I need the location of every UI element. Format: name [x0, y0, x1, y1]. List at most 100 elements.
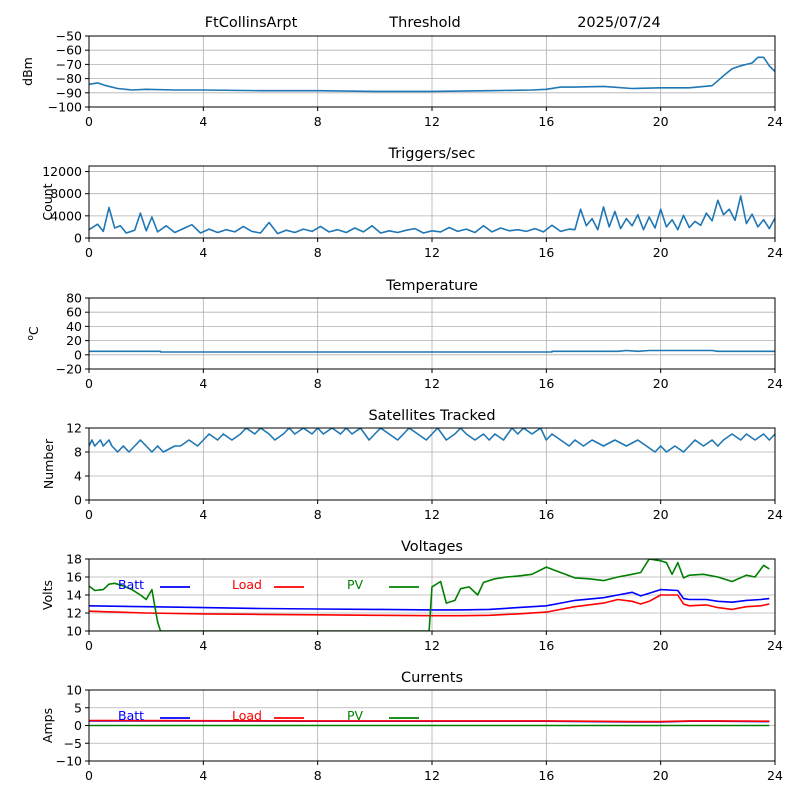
y-tick-label: 12000: [42, 164, 82, 179]
panel-2: 0 4 8 12 16 20 24 0 4000 8000 12000 Triggers/sec Cou…: [40, 146, 783, 260]
series-line-1: [89, 195, 775, 235]
y-tick-label: 80: [66, 291, 82, 306]
threshold-title: Threshold: [388, 15, 460, 31]
series-line-pv: [89, 559, 770, 631]
y-tick-label: −20: [56, 362, 82, 377]
y-tick-label: −100: [48, 100, 82, 115]
x-tick-label: 4: [199, 245, 207, 260]
y-axis-label: Volts: [40, 580, 55, 610]
y-tick-label: 5: [74, 700, 82, 715]
x-tick-label: 12: [424, 507, 440, 522]
x-tick-label: 8: [314, 638, 322, 653]
panel-title: Triggers/sec: [388, 146, 476, 162]
legend-label-batt: Batt: [118, 577, 144, 592]
legend-label-pv: PV: [347, 577, 364, 592]
x-tick-label: 16: [538, 376, 554, 391]
series-line-1: [89, 428, 775, 453]
x-tick-label: 16: [538, 768, 554, 783]
legend-label-pv: PV: [347, 708, 364, 723]
y-tick-label: −50: [56, 29, 82, 44]
y-tick-label: 0: [74, 718, 82, 733]
y-tick-label: −90: [56, 85, 82, 100]
x-tick-label: 12: [424, 768, 440, 783]
y-tick-label: 12: [66, 606, 82, 621]
y-tick-label: 4000: [50, 208, 82, 223]
x-tick-label: 12: [424, 245, 440, 260]
x-tick-label: 24: [767, 114, 783, 129]
x-tick-label: 4: [199, 507, 207, 522]
panel-1: 0 4 8 12 16 20 24 −100−90−80−70−60−50 dBm: [20, 29, 783, 130]
series-line-load: [89, 594, 770, 617]
panel-title: Currents: [401, 670, 463, 686]
x-tick-label: 0: [85, 376, 93, 391]
y-tick-label: 18: [66, 552, 82, 567]
x-tick-label: 20: [653, 245, 669, 260]
y-axis-label: Amps: [40, 708, 55, 743]
y-tick-label: 16: [66, 570, 82, 585]
x-tick-label: 8: [314, 768, 322, 783]
y-axis-label: oC: [26, 326, 41, 341]
x-tick-label: 8: [314, 245, 322, 260]
x-tick-label: 4: [199, 768, 207, 783]
x-tick-label: 24: [767, 638, 783, 653]
x-tick-label: 16: [538, 114, 554, 129]
x-tick-label: 0: [85, 507, 93, 522]
x-tick-label: 20: [653, 768, 669, 783]
x-tick-label: 8: [314, 376, 322, 391]
panel-title: Temperature: [385, 278, 478, 294]
y-tick-label: 10: [66, 624, 82, 639]
x-tick-label: 20: [653, 376, 669, 391]
y-tick-label: 4: [74, 469, 82, 484]
x-tick-label: 8: [314, 114, 322, 129]
x-tick-label: 20: [653, 638, 669, 653]
x-tick-label: 0: [85, 114, 93, 129]
panel-6: 0 4 8 12 16 20 24 −10 −5 0 5 10 Currents Amps Batt Load…: [40, 670, 783, 783]
x-tick-label: 8: [314, 507, 322, 522]
date-title: 2025/07/24: [577, 15, 661, 31]
panel-5: 0 4 8 12 16 20 24 10 12 14 16 18 Voltages Volts Batt Lo…: [40, 539, 783, 653]
y-tick-label: 8: [74, 445, 82, 460]
x-tick-label: 0: [85, 245, 93, 260]
x-tick-label: 16: [538, 638, 554, 653]
y-tick-label: −5: [64, 736, 82, 751]
station-title: FtCollinsArpt: [205, 15, 298, 31]
x-tick-label: 20: [653, 507, 669, 522]
x-tick-label: 24: [767, 768, 783, 783]
y-tick-label: −10: [56, 754, 82, 769]
y-axis-label: Number: [41, 438, 56, 489]
x-tick-label: 24: [767, 507, 783, 522]
y-tick-label: −80: [56, 71, 82, 86]
y-tick-label: 8000: [50, 186, 82, 201]
x-tick-label: 0: [85, 638, 93, 653]
y-axis-label: dBm: [20, 57, 35, 86]
series-line-batt: [89, 588, 770, 611]
series-line-1: [89, 56, 775, 93]
series-line-1: [89, 349, 775, 353]
y-tick-label: 40: [66, 319, 82, 334]
y-tick-label: 20: [66, 333, 82, 348]
x-tick-label: 12: [424, 376, 440, 391]
y-tick-label: 0: [74, 231, 82, 246]
y-tick-label: 60: [66, 305, 82, 320]
y-tick-label: −60: [56, 43, 82, 58]
x-tick-label: 4: [199, 638, 207, 653]
panel-4: 0 4 8 12 16 20 24 0 4 8 12 Satellites Tracked Number: [41, 408, 783, 522]
y-tick-label: 0: [74, 347, 82, 362]
x-tick-label: 4: [199, 114, 207, 129]
legend-label-load: Load: [232, 577, 262, 592]
panel-title: Satellites Tracked: [368, 408, 495, 424]
series-line-load: [89, 719, 770, 723]
y-tick-label: 12: [66, 421, 82, 436]
x-tick-label: 24: [767, 245, 783, 260]
y-axis-label: Count: [40, 183, 55, 220]
x-tick-label: 20: [653, 114, 669, 129]
x-tick-label: 16: [538, 507, 554, 522]
legend-label-batt: Batt: [118, 708, 144, 723]
y-tick-label: 0: [74, 493, 82, 508]
x-tick-label: 12: [424, 638, 440, 653]
legend-label-load: Load: [232, 708, 262, 723]
y-tick-label: 10: [66, 683, 82, 698]
